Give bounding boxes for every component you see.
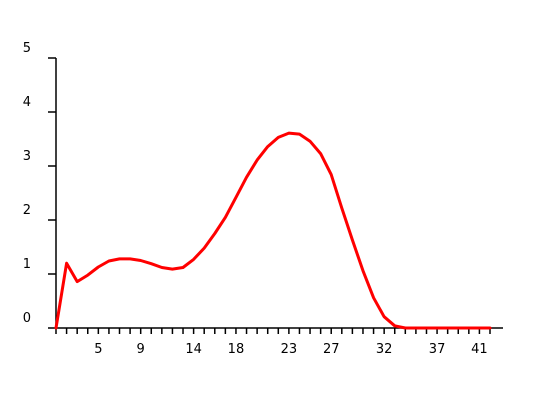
x-tick-label: 23 xyxy=(281,342,298,357)
x-tick-label: 37 xyxy=(429,342,446,357)
y-tick-label: 2 xyxy=(23,203,31,218)
series-line-1 xyxy=(54,131,492,330)
x-tick-label: 18 xyxy=(228,342,245,357)
x-tick-label: 14 xyxy=(185,342,202,357)
x-tick-label: 27 xyxy=(323,342,340,357)
series-layer xyxy=(54,131,492,330)
x-tick-label: 41 xyxy=(471,342,488,357)
y-tick-label: 3 xyxy=(23,149,31,164)
y-axis-ticks: 0 1 2 3 4 5 xyxy=(23,41,56,329)
x-tick-label: 32 xyxy=(376,342,393,357)
x-tick-label: 5 xyxy=(94,342,102,357)
x-axis-ticks: 5 9 14 18 23 27 32 37 41 xyxy=(55,328,491,357)
y-tick-label: 0 xyxy=(23,311,31,326)
x-tick-label: 9 xyxy=(137,342,145,357)
y-tick-label: 4 xyxy=(23,95,31,110)
y-tick-label: 5 xyxy=(23,41,31,56)
y-tick-label: 1 xyxy=(23,257,31,272)
